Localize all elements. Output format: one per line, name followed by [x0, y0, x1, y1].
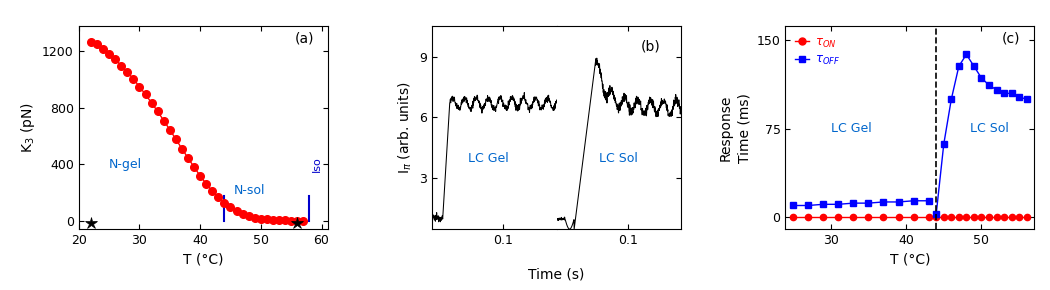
- Legend: $\tau_{ON}$, $\tau_{OFF}$: $\tau_{ON}$, $\tau_{OFF}$: [792, 32, 843, 71]
- Text: N-sol: N-sol: [233, 184, 265, 197]
- Text: LC Sol: LC Sol: [970, 122, 1009, 135]
- Text: LC Gel: LC Gel: [467, 152, 508, 165]
- Text: LC Gel: LC Gel: [831, 122, 872, 135]
- Y-axis label: K$_3$ (pN): K$_3$ (pN): [19, 102, 37, 153]
- Text: (c): (c): [1002, 31, 1021, 45]
- Text: Time (s): Time (s): [528, 267, 585, 281]
- X-axis label: T (°C): T (°C): [889, 253, 930, 267]
- Text: N-gel: N-gel: [109, 158, 142, 171]
- Text: (b): (b): [642, 39, 660, 53]
- Text: LC Sol: LC Sol: [600, 152, 638, 165]
- X-axis label: T (°C): T (°C): [183, 253, 224, 267]
- Text: Iso: Iso: [312, 156, 321, 172]
- Y-axis label: I$_\pi$ (arb. units): I$_\pi$ (arb. units): [397, 81, 414, 174]
- Text: (a): (a): [295, 31, 315, 45]
- Y-axis label: Response
Time (ms): Response Time (ms): [719, 93, 751, 162]
